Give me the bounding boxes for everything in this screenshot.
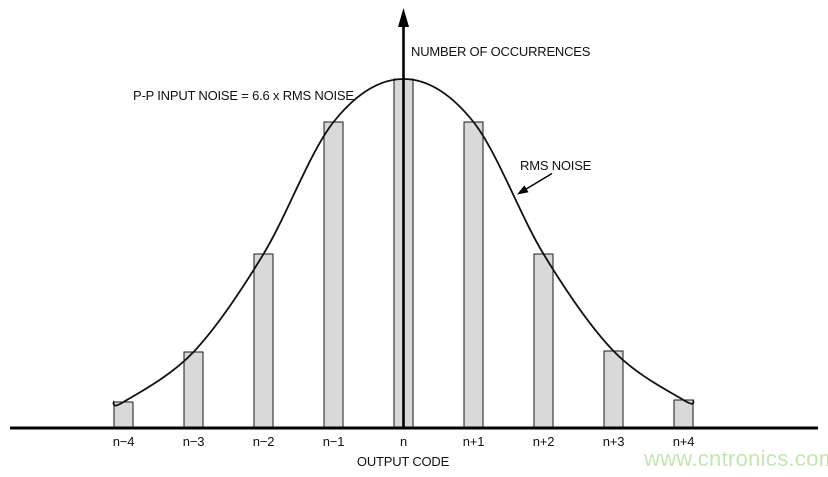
histogram-bar-n−3 bbox=[183, 351, 204, 430]
histogram-bar-n+3 bbox=[603, 350, 624, 430]
histogram-bar-n−1 bbox=[323, 121, 344, 430]
x-tick-label: n+4 bbox=[672, 434, 695, 449]
rms-noise-arrow-head bbox=[517, 185, 529, 195]
x-tick-label: n−4 bbox=[112, 434, 135, 449]
rms-noise-annotation: RMS NOISE bbox=[520, 158, 592, 173]
watermark: www.cntronics.com bbox=[644, 446, 828, 471]
x-tick-label: n−2 bbox=[252, 434, 275, 449]
y-axis-arrow-head bbox=[398, 8, 409, 27]
histogram-bar-n+2 bbox=[533, 253, 554, 430]
x-tick-label: n bbox=[399, 434, 408, 449]
x-tick-label: n+2 bbox=[532, 434, 555, 449]
rms-noise-arrow-shaft bbox=[526, 172, 553, 190]
y-axis-label: NUMBER OF OCCURRENCES bbox=[411, 44, 591, 59]
histogram-bar-n−2 bbox=[253, 253, 274, 430]
x-tick-label: n−1 bbox=[322, 434, 345, 449]
x-tick-label: n+1 bbox=[462, 434, 485, 449]
histogram-bar-n+1 bbox=[463, 121, 484, 430]
x-axis-label: OUTPUT CODE bbox=[356, 454, 450, 469]
x-tick-label: n+3 bbox=[602, 434, 625, 449]
x-tick-label: n−3 bbox=[182, 434, 205, 449]
pp-input-noise-annotation: P-P INPUT NOISE = 6.6 x RMS NOISE bbox=[133, 88, 354, 103]
